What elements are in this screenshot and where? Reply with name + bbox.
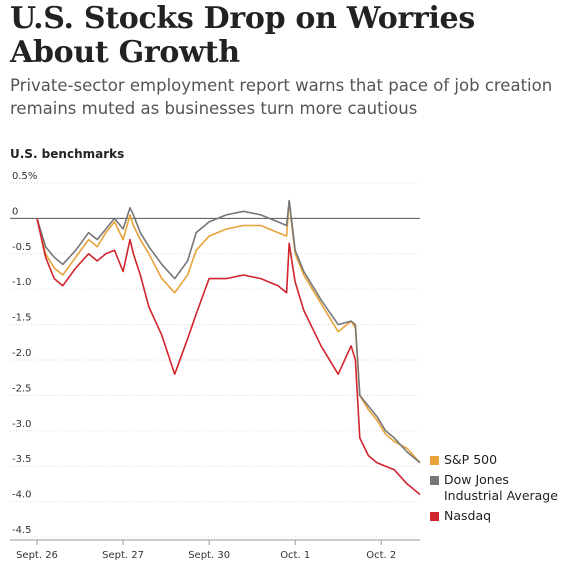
y-tick-label: -4.0 [12,490,32,501]
x-tick-label: Sept. 26 [16,550,58,561]
x-tick-label: Oct. 1 [280,550,310,561]
series-dow-line [36,199,421,464]
y-tick-label: -3.5 [12,454,32,465]
legend-swatch-sp500 [430,456,439,465]
y-tick-label: -4.5 [12,525,32,536]
x-axis: Sept. 26 Sept. 27 Sept. 30 Oct. 1 Oct. 2 [10,539,420,561]
legend-swatch-nasdaq [430,512,439,521]
series-group [36,199,421,496]
legend-label-sp500: S&P 500 [444,452,498,467]
legend-item-dow: Dow Jones Industrial Average [430,472,570,504]
chart-title: U.S. benchmarks [10,147,125,161]
line-chart: 0.5% 0 -0.5 -1.0 -1.5 -2.0 -2.5 -3.0 -3.5 -4.0 -4.… [10,171,421,561]
y-tick-label: 0.5% [12,171,37,182]
headline: U.S. Stocks Drop on Worries About Growth [10,1,475,70]
series-nasdaq-line [36,218,421,496]
legend-label-nasdaq: Nasdaq [444,508,492,523]
series-sp500-line [36,199,421,464]
legend-item-nasdaq: Nasdaq [430,508,570,524]
legend-swatch-dow [430,476,439,485]
y-axis: 0.5% 0 -0.5 -1.0 -1.5 -2.0 -2.5 -3.0 -3.5 -4.0 -4.… [12,171,37,536]
x-tick-label: Sept. 27 [102,550,144,561]
y-tick-label: -0.5 [12,242,32,253]
y-tick-label: 0 [12,206,18,217]
x-tick-label: Sept. 30 [188,550,230,561]
legend-label-dow: Dow Jones Industrial Average [444,472,558,503]
legend: S&P 500 Dow Jones Industrial Average Nas… [430,452,570,528]
grid [10,182,420,538]
y-tick-label: -2.5 [12,383,32,394]
y-tick-label: -1.5 [12,313,32,324]
y-tick-label: -1.0 [12,277,32,288]
legend-item-sp500: S&P 500 [430,452,570,468]
dek: Private-sector employment report warns t… [10,76,553,118]
y-tick-label: -2.0 [12,348,32,359]
y-tick-label: -3.0 [12,419,32,430]
x-tick-label: Oct. 2 [366,550,396,561]
